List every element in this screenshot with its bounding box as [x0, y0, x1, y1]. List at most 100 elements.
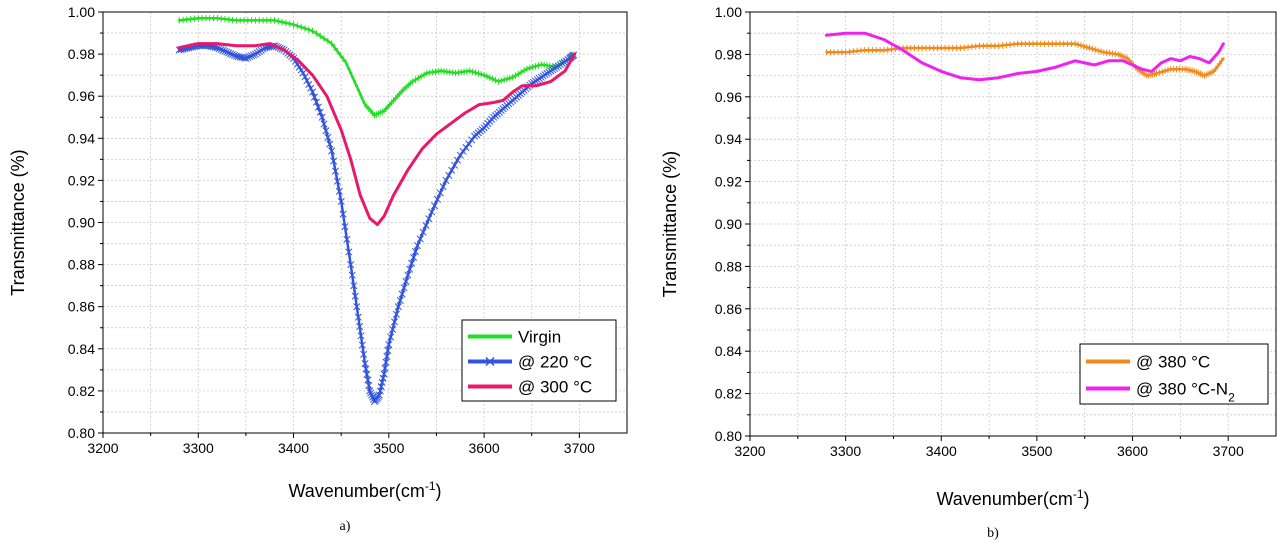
x-tick-label: 3200 — [734, 443, 765, 459]
legend-label: @ 220 °C — [518, 353, 592, 372]
legend-label: Virgin — [518, 328, 561, 347]
series-marker — [383, 352, 391, 360]
x-axis-title-main: Wavenumber(cm — [936, 489, 1072, 509]
legend-marker — [485, 356, 495, 367]
series-marker — [448, 166, 456, 174]
series-marker — [406, 265, 414, 273]
y-tick-label: 0.90 — [68, 215, 95, 231]
series-marker — [370, 395, 378, 403]
series-marker — [356, 322, 364, 331]
series-marker — [425, 215, 433, 223]
series-marker — [314, 103, 322, 111]
series-marker — [413, 242, 421, 250]
x-axis-title-main: Wavenumber(cm — [288, 481, 424, 501]
series-marker — [354, 313, 362, 321]
series-marker — [343, 235, 351, 243]
series-marker — [225, 49, 233, 57]
y-axis-title: Transmittance (%) — [660, 151, 680, 297]
legend-label-main: @ 220 °C — [518, 353, 592, 372]
y-tick-label: 0.90 — [715, 216, 742, 232]
legend-label-sub: 2 — [1228, 391, 1235, 405]
series-marker — [211, 43, 219, 51]
x-axis-title-sup: -1 — [1073, 487, 1084, 501]
y-tick-label: 0.92 — [715, 174, 742, 190]
series-marker — [396, 296, 404, 304]
legend-label-main: @ 380 °C-N — [1136, 380, 1228, 399]
series-marker — [445, 171, 453, 179]
x-tick-label: 3200 — [87, 440, 118, 456]
series-marker — [331, 167, 340, 175]
series-marker — [351, 292, 359, 300]
series-marker — [439, 183, 447, 191]
x-tick-label: 3700 — [564, 440, 595, 456]
y-tick-label: 0.82 — [715, 386, 742, 402]
series-marker — [380, 370, 388, 378]
chart-panel-b: 3200 3300 3400 3500 3600 3700 0.80 0.82 0.84 0.86… — [660, 4, 1277, 541]
series-marker — [337, 197, 345, 206]
series-marker — [366, 387, 374, 395]
series-1 — [825, 31, 1225, 82]
series-line — [177, 42, 577, 227]
series-marker — [217, 45, 225, 54]
series-marker — [378, 378, 386, 387]
series-marker — [367, 389, 375, 397]
series-marker — [328, 147, 336, 155]
series-marker — [345, 248, 353, 256]
series-marker — [398, 290, 406, 298]
series-marker — [453, 156, 461, 164]
series-marker — [348, 271, 356, 279]
series-marker — [433, 195, 441, 203]
series-marker — [408, 259, 416, 267]
series-marker — [347, 261, 355, 269]
series-marker — [318, 113, 326, 121]
series-marker — [411, 247, 420, 256]
series-marker — [227, 50, 235, 58]
legend-label: @ 380 °C-N2 — [1136, 380, 1235, 405]
y-tick-label: 0.94 — [715, 131, 742, 147]
y-tick-label: 0.92 — [68, 172, 95, 188]
x-axis-title: Wavenumber(cm-1) — [936, 487, 1089, 509]
series-marker — [468, 136, 476, 144]
y-tick-label: 0.86 — [68, 299, 95, 315]
series-marker — [436, 189, 444, 197]
legend-label-main: @ 380 °C — [1136, 353, 1210, 372]
legend-label: @ 380 °C — [1136, 353, 1210, 372]
x-tick-label: 3400 — [926, 443, 957, 459]
series-marker — [462, 144, 470, 152]
series-marker — [357, 332, 365, 340]
legend-label-main: Virgin — [518, 328, 561, 347]
series-marker — [322, 127, 330, 135]
series-marker — [368, 391, 376, 399]
x-axis-title-sup: -1 — [425, 479, 436, 493]
x-tick-label: 3600 — [1117, 443, 1148, 459]
legend-label-main: @ 300 °C — [518, 378, 592, 397]
x-axis-title: Wavenumber(cm-1) — [288, 479, 441, 501]
series-marker — [456, 151, 464, 159]
x-axis-title-end: ) — [436, 481, 442, 501]
legend-label: @ 300 °C — [518, 378, 592, 397]
x-tick-label: 3300 — [183, 440, 214, 456]
series-marker — [382, 358, 390, 366]
series-marker — [312, 98, 320, 106]
legend: @ 380 °C @ 380 °C-N2 — [1079, 343, 1269, 405]
y-tick-label: 0.98 — [68, 46, 95, 62]
series-marker — [223, 48, 231, 56]
series-marker — [375, 391, 383, 399]
x-tick-label: 3500 — [1021, 443, 1052, 459]
x-tick-label: 3400 — [278, 440, 309, 456]
series-marker — [389, 325, 397, 333]
series-marker — [307, 84, 315, 92]
series-marker — [442, 176, 450, 184]
legend: Virgin @ 220 °C @ 300 °C — [461, 319, 617, 402]
x-tick-label: 3300 — [830, 443, 861, 459]
x-tick-label: 3600 — [469, 440, 500, 456]
y-tick-label: 0.80 — [68, 425, 95, 441]
series-marker — [394, 303, 402, 311]
series-0 — [825, 40, 1225, 79]
series-marker — [326, 140, 334, 148]
x-tick-label: 3500 — [373, 440, 404, 456]
series-marker — [249, 51, 258, 59]
y-tick-label: 0.98 — [715, 46, 742, 62]
series-marker — [341, 223, 349, 231]
